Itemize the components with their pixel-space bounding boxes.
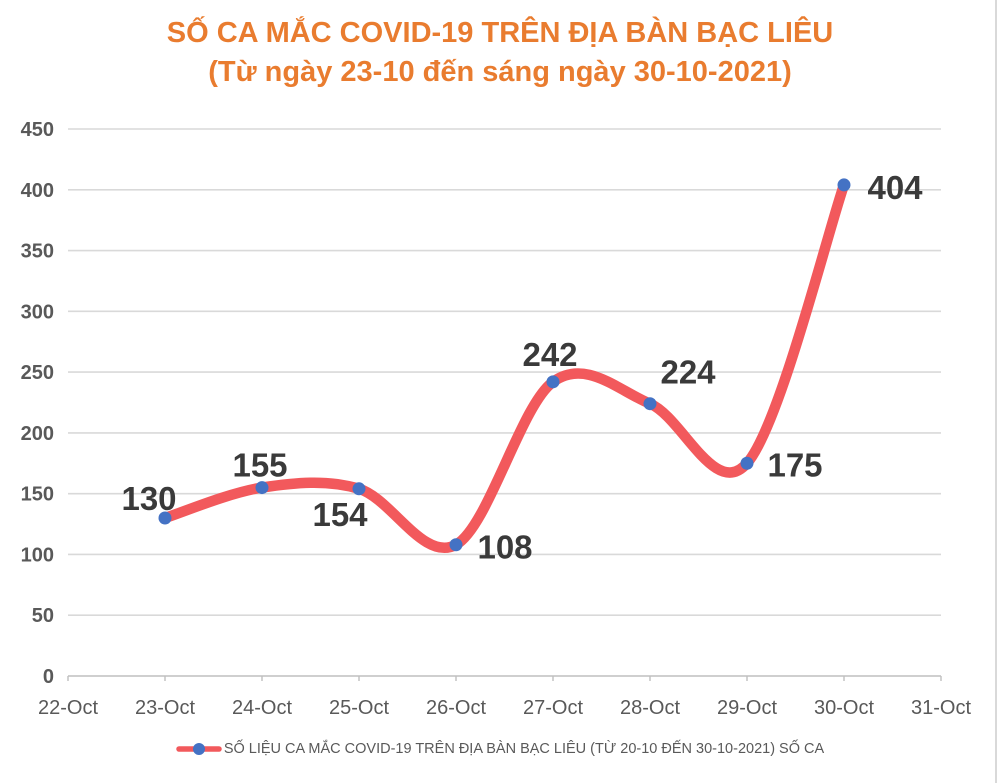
y-axis-tick-label: 350 <box>21 241 54 263</box>
data-point-marker <box>740 456 754 470</box>
data-point-marker <box>643 397 657 411</box>
x-axis-tick-label: 25-Oct <box>329 697 389 719</box>
legend-marker-icon <box>192 743 205 755</box>
legend-series-label: SỐ LIỆU CA MẮC COVID-19 TRÊN ĐỊA BÀN BẠC… <box>223 741 825 757</box>
y-axis-tick-label: 450 <box>21 119 54 141</box>
x-axis-tick-label: 27-Oct <box>523 697 583 719</box>
series-line <box>159 179 850 553</box>
x-axis-tick-label: 24-Oct <box>232 697 292 719</box>
data-point-marker <box>837 178 851 192</box>
y-axis-tick-label: 150 <box>21 484 54 506</box>
x-axis-tick-label: 23-Oct <box>135 697 195 719</box>
data-label: 242 <box>522 336 577 373</box>
y-axis-tick-label: 50 <box>32 605 54 627</box>
data-label: 404 <box>867 169 923 206</box>
data-label: 224 <box>660 354 716 391</box>
x-axis-tick-label: 28-Oct <box>620 697 680 719</box>
x-axis-tick-label: 26-Oct <box>426 697 486 719</box>
x-axis-tick-label: 30-Oct <box>814 697 874 719</box>
y-axis-tick-label: 400 <box>21 180 54 202</box>
chart-frame-right-border <box>995 0 997 783</box>
data-label: 155 <box>232 447 287 484</box>
y-axis-tick-label: 100 <box>21 544 54 566</box>
data-point-marker <box>546 375 560 389</box>
x-axis-tick-label: 31-Oct <box>911 697 971 719</box>
legend-series-swatch <box>176 743 222 755</box>
y-axis-tick-label: 200 <box>21 423 54 445</box>
x-axis-tick-label: 29-Oct <box>717 697 777 719</box>
chart-title-line2: (Từ ngày 23-10 đến sáng ngày 30-10-2021) <box>208 56 792 88</box>
data-point-marker <box>352 482 366 496</box>
data-point-marker <box>449 538 463 552</box>
chart-title: SỐ CA MẮC COVID-19 TRÊN ĐỊA BÀN BẠC LIÊU… <box>0 14 1000 92</box>
x-axis-tick-label: 22-Oct <box>38 697 98 719</box>
y-axis-tick-label: 300 <box>21 301 54 323</box>
data-point-marker <box>255 481 269 495</box>
chart-legend: SỐ LIỆU CA MẮC COVID-19 TRÊN ĐỊA BÀN BẠC… <box>0 736 1000 762</box>
data-label: 130 <box>121 480 176 517</box>
data-label: 175 <box>767 446 822 483</box>
data-label: 108 <box>477 529 532 566</box>
data-label: 154 <box>312 496 368 533</box>
chart-title-line1: SỐ CA MẮC COVID-19 TRÊN ĐỊA BÀN BẠC LIÊU <box>166 17 834 49</box>
y-axis-tick-label: 250 <box>21 362 54 384</box>
data-point-marker <box>158 511 172 525</box>
y-axis-tick-label: 0 <box>43 666 54 688</box>
